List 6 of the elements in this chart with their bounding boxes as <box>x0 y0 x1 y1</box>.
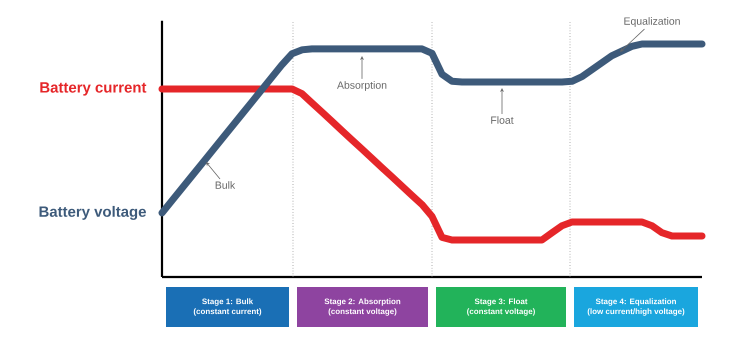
annotation: Absorption <box>337 81 386 91</box>
annotation: Bulk <box>216 181 236 189</box>
series-label: Battery voltage <box>40 206 146 220</box>
annotation: Float <box>491 116 514 124</box>
series-label: Battery current <box>40 82 146 96</box>
text: Equalization <box>624 17 680 27</box>
